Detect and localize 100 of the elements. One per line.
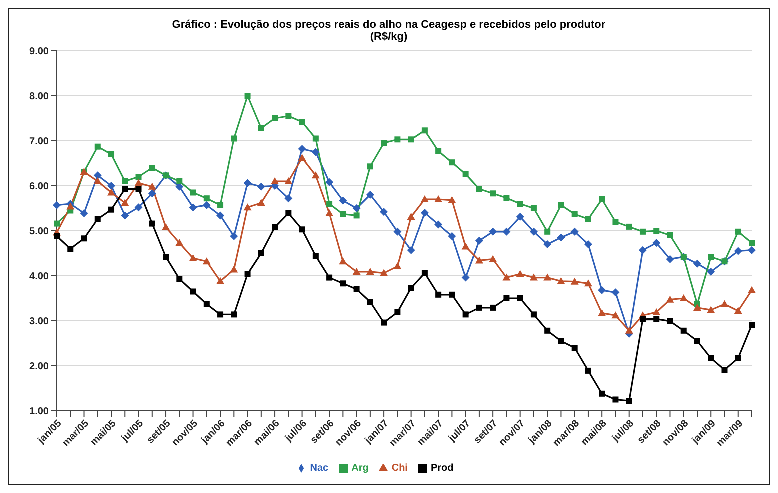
point	[707, 306, 716, 314]
point	[476, 186, 482, 192]
point	[366, 191, 374, 199]
point	[244, 271, 251, 278]
point	[640, 316, 646, 322]
point	[367, 299, 374, 306]
point	[734, 307, 742, 314]
point	[68, 246, 74, 252]
y-tick-label: 4.00	[30, 272, 50, 283]
point	[257, 182, 266, 191]
legend-label: Arg	[352, 463, 369, 474]
point	[612, 288, 620, 297]
point	[354, 212, 360, 219]
point	[558, 338, 564, 344]
point	[258, 125, 264, 132]
point	[475, 256, 484, 264]
point	[244, 93, 251, 99]
point	[202, 201, 211, 210]
point	[693, 304, 702, 311]
point	[408, 136, 414, 143]
point	[585, 368, 592, 374]
point	[667, 232, 674, 238]
point	[230, 232, 238, 240]
point	[339, 196, 348, 205]
point	[436, 148, 442, 154]
point	[462, 171, 469, 178]
point	[108, 182, 116, 190]
point	[708, 355, 714, 362]
point	[476, 304, 482, 311]
point	[667, 318, 674, 324]
point	[108, 152, 115, 158]
point	[448, 232, 456, 240]
point	[612, 312, 620, 319]
point	[530, 274, 538, 281]
point	[722, 367, 728, 374]
point	[340, 280, 346, 287]
point	[626, 224, 632, 230]
point	[544, 274, 552, 281]
point	[680, 294, 688, 302]
point	[530, 206, 537, 212]
point	[366, 268, 374, 275]
point	[326, 178, 334, 186]
point	[735, 228, 742, 235]
point	[352, 268, 361, 275]
point	[148, 190, 156, 198]
point	[708, 254, 714, 260]
point	[258, 250, 264, 256]
point	[298, 145, 306, 154]
y-tick-label: 5.00	[30, 226, 50, 238]
point	[707, 268, 716, 276]
y-tick-label: 1.00	[30, 406, 50, 418]
point	[312, 172, 320, 179]
point	[216, 277, 225, 284]
point	[286, 113, 292, 120]
point	[489, 228, 498, 236]
point	[666, 255, 674, 264]
point	[163, 254, 170, 260]
legend-label: Nac	[310, 463, 329, 474]
point	[108, 188, 116, 196]
legend-label: Chi	[392, 463, 408, 474]
point	[570, 278, 579, 285]
point	[54, 233, 60, 240]
point	[149, 165, 156, 171]
point	[299, 226, 306, 233]
point	[189, 254, 198, 262]
point	[422, 128, 428, 134]
point	[94, 216, 101, 222]
point	[694, 338, 700, 344]
point	[257, 199, 266, 206]
point	[108, 206, 115, 213]
point	[134, 179, 143, 186]
point	[680, 328, 687, 334]
point	[475, 236, 484, 245]
point	[66, 202, 75, 210]
point	[570, 228, 579, 236]
point	[122, 186, 128, 192]
point	[202, 258, 211, 265]
point	[94, 172, 102, 180]
point	[244, 179, 252, 188]
point	[434, 220, 443, 229]
point	[654, 316, 660, 322]
y-tick-label: 2.00	[30, 362, 50, 373]
point	[516, 270, 524, 278]
point	[448, 196, 456, 204]
point	[176, 178, 183, 184]
point	[462, 274, 470, 282]
point	[394, 228, 402, 236]
point	[584, 280, 592, 287]
point	[284, 178, 293, 184]
point	[407, 213, 416, 220]
point	[272, 224, 278, 230]
y-tick-label: 9.00	[30, 46, 50, 58]
point	[148, 182, 156, 190]
point	[312, 253, 319, 260]
point	[230, 266, 238, 273]
point	[380, 208, 388, 216]
point	[652, 239, 661, 248]
point	[502, 274, 511, 281]
point	[544, 240, 552, 248]
point	[162, 223, 170, 230]
